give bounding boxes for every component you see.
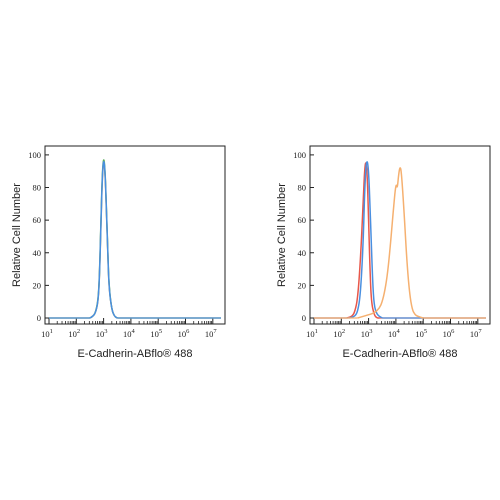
right-x-ticks: 101 102 103 104 105 106 107 xyxy=(306,318,482,339)
left-x-ticks: 101 102 103 104 105 106 107 xyxy=(41,318,217,339)
left-y-tick-label: 0 xyxy=(37,313,41,323)
right-y-tick-label: 20 xyxy=(298,280,307,290)
right-series-0-line xyxy=(346,162,380,319)
left-series-0-line xyxy=(89,162,118,319)
left-series-1-line xyxy=(89,159,118,319)
left-series-2-line xyxy=(89,161,118,319)
left-y-tick-label: 100 xyxy=(28,150,41,160)
right-y-ticks: 0 20 40 60 80 100 xyxy=(293,150,314,323)
right-y-tick-label: 80 xyxy=(298,183,307,193)
right-y-tick-label: 100 xyxy=(293,150,306,160)
left-x-axis-label: E-Cadherin-ABflo® 488 xyxy=(77,348,192,360)
right-series-group xyxy=(314,161,486,319)
left-x-tick-label: 103 xyxy=(96,328,108,339)
left-histogram-panel: 0 20 40 60 80 100 101 102 103 104 105 106 107 Relat… xyxy=(11,145,226,360)
right-series-1-line xyxy=(349,161,383,319)
right-x-tick-label: 103 xyxy=(361,328,373,339)
left-plot-frame xyxy=(44,145,226,325)
left-x-tick-label: 107 xyxy=(205,328,218,339)
left-x-tick-label: 104 xyxy=(123,328,136,339)
right-x-tick-label: 104 xyxy=(388,328,401,339)
left-y-tick-label: 20 xyxy=(33,280,42,290)
left-y-axis-label: Relative Cell Number xyxy=(11,183,23,287)
left-y-tick-label: 40 xyxy=(33,248,42,258)
right-y-tick-label: 40 xyxy=(298,248,307,258)
left-y-tick-label: 60 xyxy=(33,215,42,225)
right-x-tick-label: 106 xyxy=(443,328,456,339)
right-x-tick-label: 102 xyxy=(333,328,345,339)
right-x-tick-label: 107 xyxy=(470,328,483,339)
left-x-tick-label: 106 xyxy=(178,328,191,339)
left-y-ticks: 0 20 40 60 80 100 xyxy=(28,150,49,323)
right-y-tick-label: 60 xyxy=(298,215,307,225)
left-y-tick-label: 80 xyxy=(33,183,42,193)
right-y-axis-label: Relative Cell Number xyxy=(276,183,288,287)
left-x-tick-label: 102 xyxy=(68,328,80,339)
right-y-tick-label: 0 xyxy=(302,313,306,323)
right-x-tick-label: 105 xyxy=(415,328,427,339)
right-plot-frame xyxy=(309,145,491,325)
right-x-axis-label: E-Cadherin-ABflo® 488 xyxy=(342,348,457,360)
right-histogram-panel: 0 20 40 60 80 100 101 102 103 104 105 106 107 Relat… xyxy=(276,145,491,360)
left-x-tick-label: 105 xyxy=(150,328,162,339)
left-series-group xyxy=(49,159,221,319)
right-series-2-line xyxy=(357,167,424,319)
right-x-tick-label: 101 xyxy=(306,328,318,339)
left-x-tick-label: 101 xyxy=(41,328,53,339)
